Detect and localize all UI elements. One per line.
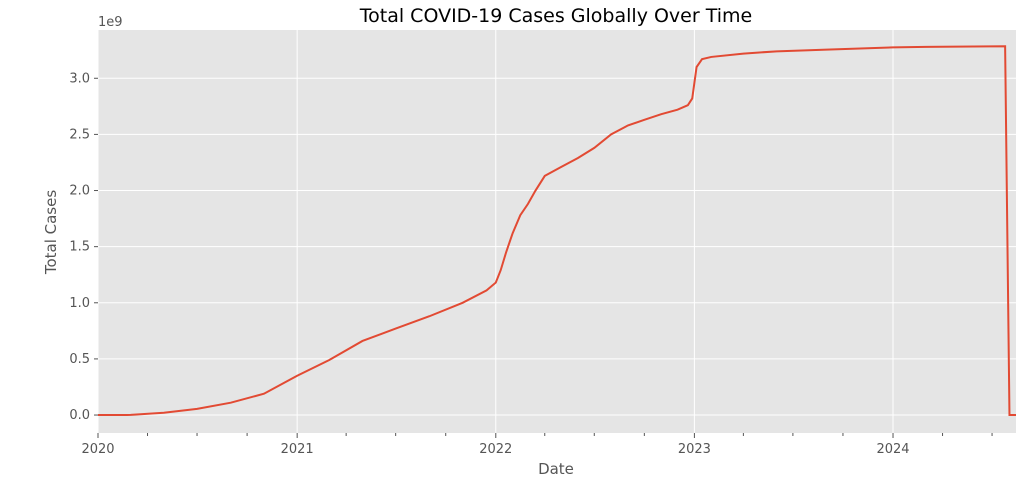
x-tick-label: 2023: [678, 442, 711, 457]
y-tick-label: 0.0: [69, 408, 90, 423]
y-tick-label: 1.5: [69, 240, 90, 255]
y-tick-label: 3.0: [69, 71, 90, 86]
grid: [97, 30, 1016, 433]
ticks: 0.0 0.5 1.0 1.5 2.0 2.5 3.0 2020 2021 2022 2023 202…: [69, 71, 993, 457]
y-tick-label: 0.5: [69, 352, 90, 367]
x-tick-label: 2022: [479, 442, 512, 457]
x-tick-label: 2020: [81, 442, 114, 457]
y-tick-label: 2.5: [69, 127, 90, 142]
y-tick-label: 1.0: [69, 296, 90, 311]
chart-title: Total COVID-19 Cases Globally Over Time: [359, 5, 752, 27]
x-tick-label: 2024: [876, 442, 909, 457]
series-line-total-cases: [97, 45, 1016, 417]
y-axis-label: Total Cases: [42, 190, 60, 276]
x-tick-label: 2021: [281, 442, 314, 457]
y-tick-label: 2.0: [69, 184, 90, 199]
plot-background: [98, 30, 1016, 433]
x-axis-label: Date: [538, 460, 574, 478]
y-scale-label: 1e9: [98, 15, 123, 30]
